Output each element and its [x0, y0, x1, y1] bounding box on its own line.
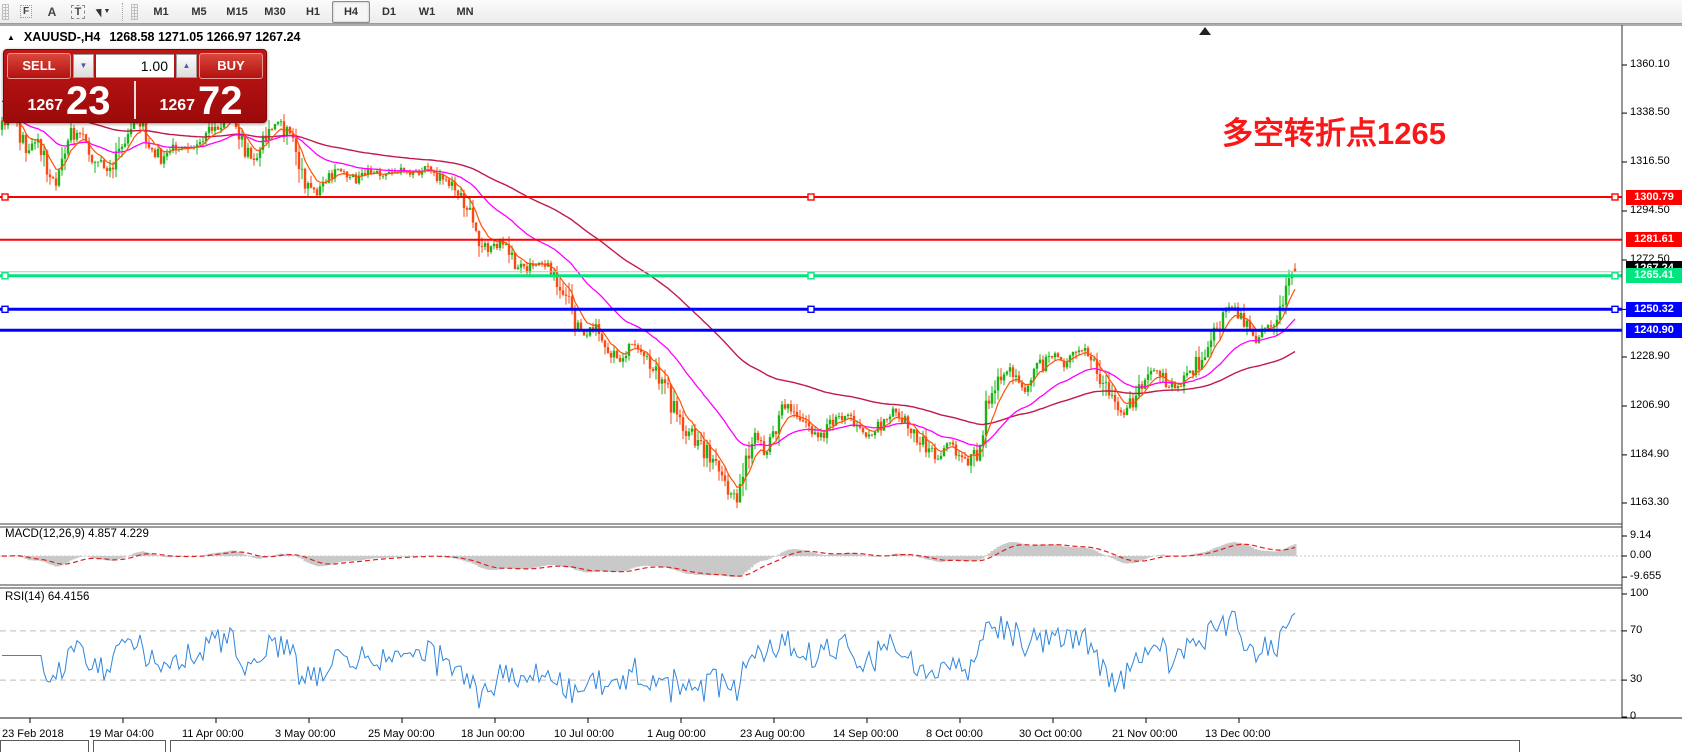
price-tick-label: 1338.50: [1630, 106, 1670, 119]
timeframe-m1-button[interactable]: M1: [153, 5, 169, 18]
timeframe-h1-button[interactable]: H1: [305, 5, 321, 18]
time-axis-label: 13 Dec 00:00: [1205, 728, 1271, 740]
macd-axis-label: 9.14: [1630, 528, 1652, 541]
chart-annotation-text: 多空转折点1265: [1222, 116, 1446, 151]
time-axis-label: 3 May 00:00: [275, 728, 336, 740]
collapse-triangle-icon[interactable]: ▲: [7, 33, 15, 42]
one-click-trade-panel: SELL ▼ ▲ BUY 1267 23 1267 72: [3, 49, 267, 123]
time-axis-label: 11 Apr 00:00: [182, 728, 244, 740]
buy-price[interactable]: 1267 72: [136, 79, 266, 121]
text-label-icon[interactable]: A: [47, 4, 57, 19]
trade-panel-controls: SELL ▼ ▲ BUY: [4, 50, 266, 79]
symbol-period-label: XAUUSD-,H4: [23, 30, 101, 44]
volume-input[interactable]: [96, 53, 174, 78]
trade-panel-prices: 1267 23 1267 72: [4, 79, 266, 121]
bottom-tab[interactable]: [0, 740, 89, 752]
toolbar-grip-2[interactable]: [131, 3, 138, 20]
macd-axis-label: -9.655: [1630, 570, 1662, 583]
time-axis-label: 19 Mar 04:00: [89, 728, 154, 740]
price-tick-label: 1294.50: [1630, 204, 1670, 216]
timeframe-m15-button[interactable]: M15: [226, 5, 248, 18]
buy-button[interactable]: BUY: [199, 52, 263, 79]
rsi-axis-label: 100: [1630, 587, 1649, 599]
chart-shift-marker-icon[interactable]: [1199, 27, 1211, 35]
time-axis-label: 23 Aug 00:00: [740, 728, 805, 740]
ohlc-values: 1268.58 1271.05 1266.97 1267.24: [109, 30, 301, 44]
price-line-label: 1240.90: [1626, 322, 1682, 338]
volume-decrease-button[interactable]: ▼: [73, 53, 94, 78]
toolbar: F A T ▼ M1 M5 M15 M30 H1 H4 D1 W1 MN: [0, 0, 1682, 24]
timeframe-m5-button[interactable]: M5: [191, 5, 207, 18]
toolbar-grip[interactable]: [2, 3, 9, 20]
macd-label: MACD(12,26,9) 4.857 4.229: [5, 528, 149, 540]
price-tick-label: 1184.90: [1630, 447, 1669, 460]
rsi-axis-label: 0: [1630, 710, 1637, 722]
timeframe-w1-button[interactable]: W1: [418, 5, 436, 18]
rsi-axis-label: 30: [1630, 673, 1643, 686]
sell-price-small: 1267: [27, 97, 64, 114]
time-axis-label: 10 Jul 00:00: [554, 728, 614, 740]
price-line-label: 1265.41: [1626, 268, 1682, 284]
price-line-label: 1281.61: [1626, 232, 1682, 248]
time-axis-label: 8 Oct 00:00: [926, 728, 983, 740]
timeframe-d1-button[interactable]: D1: [381, 5, 397, 18]
drawing-tools-group: F A T ▼: [13, 2, 117, 22]
macd-axis-label: 0.00: [1630, 549, 1652, 561]
buy-price-small: 1267: [159, 97, 196, 114]
price-tick-label: 1316.50: [1630, 155, 1670, 168]
price-line-label: 1300.79: [1626, 189, 1682, 205]
time-axis-label: 25 May 00:00: [368, 728, 435, 740]
buy-price-big: 72: [198, 79, 243, 123]
timeframe-m30-button[interactable]: M30: [264, 5, 286, 18]
text-box-icon[interactable]: T: [65, 2, 91, 22]
price-tick-label: 1163.30: [1630, 496, 1669, 509]
bottom-tab[interactable]: [170, 740, 1520, 752]
timeframe-buttons-group: M1 M5 M15 M30 H1 H4 D1 W1 MN: [142, 0, 484, 23]
price-line-label: 1250.32: [1626, 301, 1682, 317]
toolbar-separator: [122, 2, 124, 21]
sell-price[interactable]: 1267 23: [4, 79, 134, 121]
timeframe-h4-button[interactable]: H4: [332, 0, 370, 23]
cursor-tool-icon[interactable]: ▼: [91, 2, 117, 22]
volume-increase-button[interactable]: ▲: [176, 53, 197, 78]
sell-button[interactable]: SELL: [7, 52, 71, 79]
time-axis-label: 21 Nov 00:00: [1112, 728, 1178, 740]
time-axis-label: 14 Sep 00:00: [833, 728, 899, 740]
price-tick-label: 1206.90: [1630, 398, 1670, 411]
price-tick-label: 1360.10: [1630, 58, 1670, 70]
time-axis-label: 30 Oct 00:00: [1019, 728, 1082, 740]
time-axis-label: 23 Feb 2018: [2, 728, 64, 740]
bottom-tab[interactable]: [93, 740, 166, 752]
chart-header: ▲ XAUUSD-,H4 1268.58 1271.05 1266.97 126…: [7, 30, 300, 44]
time-axis-label: 1 Aug 00:00: [647, 728, 706, 740]
templates-grid-icon[interactable]: F: [13, 2, 39, 22]
price-divider: [134, 81, 136, 119]
price-tick-label: 1228.90: [1630, 350, 1670, 362]
rsi-label: RSI(14) 64.4156: [5, 591, 90, 603]
timeframe-mn-button[interactable]: MN: [456, 5, 474, 18]
rsi-axis-label: 70: [1630, 623, 1643, 636]
time-axis-label: 18 Jun 00:00: [461, 728, 525, 740]
sell-price-big: 23: [66, 79, 111, 123]
